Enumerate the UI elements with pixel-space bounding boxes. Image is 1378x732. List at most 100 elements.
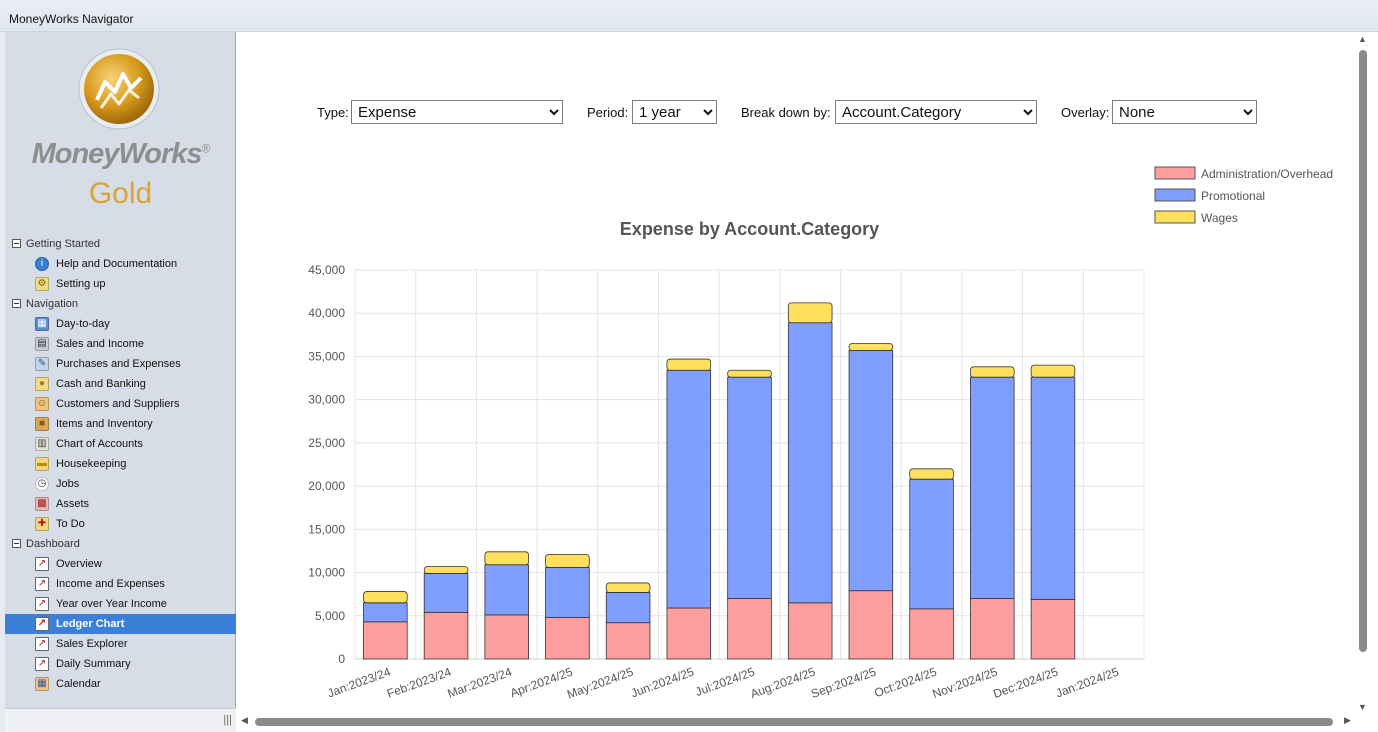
bar-segment bbox=[1030, 364, 1076, 378]
sidebar-item-label: Assets bbox=[56, 498, 90, 510]
bar-segment bbox=[605, 582, 651, 593]
sidebar-item-label: Day-to-day bbox=[56, 318, 110, 330]
x-tick-label: May:2024/25 bbox=[565, 665, 635, 702]
period-label: Period: bbox=[587, 105, 629, 120]
sidebar-item-label: Jobs bbox=[56, 478, 80, 490]
sidebar-item-day-to-day[interactable]: ▦ Day-to-day bbox=[5, 314, 236, 334]
bar-segment bbox=[484, 614, 529, 660]
y-tick-label: 10,000 bbox=[308, 566, 345, 580]
line-chart-icon: ↗ bbox=[35, 617, 49, 631]
book-icon: ▥ bbox=[35, 437, 49, 451]
y-tick-label: 45,000 bbox=[308, 263, 345, 277]
y-tick-label: 20,000 bbox=[308, 479, 345, 493]
scroll-down-icon[interactable]: ▼ bbox=[1358, 702, 1367, 712]
vertical-scroll-thumb[interactable] bbox=[1359, 50, 1367, 652]
x-tick-label: Feb:2023/24 bbox=[385, 665, 453, 701]
type-label: Type: bbox=[317, 105, 349, 120]
line-chart-icon: ↗ bbox=[35, 557, 49, 571]
window-border bbox=[0, 32, 5, 732]
sidebar-item-label: Cash and Banking bbox=[56, 378, 146, 390]
sidebar-item-assets[interactable]: ▩ Assets bbox=[5, 494, 236, 514]
bar-segment bbox=[727, 369, 772, 378]
sidebar-item-items-and-inventory[interactable]: ■ Items and Inventory bbox=[5, 414, 236, 434]
bar-segment bbox=[848, 343, 894, 351]
period-select[interactable]: 1 year bbox=[632, 100, 717, 124]
sidebar-item-label: Year over Year Income bbox=[56, 598, 167, 610]
overlay-select[interactable]: None bbox=[1112, 100, 1257, 124]
bar-segment bbox=[363, 591, 408, 604]
tree-group-dashboard[interactable]: Dashboard bbox=[5, 534, 236, 554]
sidebar-item-chart-of-accounts[interactable]: ▥ Chart of Accounts bbox=[5, 434, 236, 454]
sidebar-item-setting-up[interactable]: ⚙ Setting up bbox=[5, 274, 236, 294]
breakdown-select[interactable]: Account.Category bbox=[835, 100, 1037, 124]
horizontal-scrollbar[interactable]: ◀ ▶ bbox=[237, 713, 1355, 730]
x-tick-label: Apr:2024/25 bbox=[508, 665, 575, 701]
scroll-up-icon[interactable]: ▲ bbox=[1358, 34, 1367, 44]
collapse-toggle-icon[interactable] bbox=[12, 239, 21, 248]
sidebar-item-label: Items and Inventory bbox=[56, 418, 153, 430]
y-tick-label: 25,000 bbox=[308, 436, 345, 450]
sidebar-item-label: Ledger Chart bbox=[56, 618, 125, 630]
scroll-right-icon[interactable]: ▶ bbox=[1344, 715, 1351, 725]
tree-group-getting-started[interactable]: Getting Started bbox=[5, 234, 236, 254]
bar-segment bbox=[423, 611, 469, 660]
bar-segment bbox=[605, 592, 651, 624]
sidebar-item-overview[interactable]: ↗ Overview bbox=[5, 554, 236, 574]
brand-name: MoneyWorks® bbox=[31, 138, 211, 170]
sidebar-item-purchases-and-expenses[interactable]: ✎ Purchases and Expenses bbox=[5, 354, 236, 374]
edition-name: Gold bbox=[88, 177, 153, 210]
collapse-toggle-icon[interactable] bbox=[12, 299, 21, 308]
legend-swatch bbox=[1154, 188, 1196, 202]
sidebar-item-calendar[interactable]: ▦ Calendar bbox=[5, 674, 236, 694]
scroll-left-icon[interactable]: ◀ bbox=[241, 715, 248, 725]
pen-icon: ✎ bbox=[35, 357, 49, 371]
sidebar-item-daily-summary[interactable]: ↗ Daily Summary bbox=[5, 654, 236, 674]
sidebar-item-customers-and-suppliers[interactable]: ☺ Customers and Suppliers bbox=[5, 394, 236, 414]
bar-segment bbox=[545, 554, 590, 568]
y-tick-label: 15,000 bbox=[308, 522, 345, 536]
sidebar-item-label: Daily Summary bbox=[56, 658, 131, 670]
bar-segment bbox=[970, 598, 1015, 660]
sidebar-item-sales-explorer[interactable]: ↗ Sales Explorer bbox=[5, 634, 236, 654]
type-select[interactable]: Expense bbox=[351, 100, 563, 124]
tree-group-navigation[interactable]: Navigation bbox=[5, 294, 236, 314]
sidebar-item-income-and-expenses[interactable]: ↗ Income and Expenses bbox=[5, 574, 236, 594]
sidebar-item-housekeeping[interactable]: ▬ Housekeeping bbox=[5, 454, 236, 474]
line-chart-icon: ↗ bbox=[35, 597, 49, 611]
people-icon: ☺ bbox=[35, 397, 49, 411]
legend-label: Promotional bbox=[1201, 189, 1265, 203]
y-tick-label: 40,000 bbox=[308, 306, 345, 320]
line-chart-icon: ↗ bbox=[35, 577, 49, 591]
bar-segment bbox=[909, 608, 954, 660]
collapse-toggle-icon[interactable] bbox=[12, 539, 21, 548]
sidebar-item-label: Customers and Suppliers bbox=[56, 398, 180, 410]
sidebar-item-help-and-documentation[interactable]: i Help and Documentation bbox=[5, 254, 236, 274]
y-tick-label: 35,000 bbox=[308, 349, 345, 363]
legend-swatch bbox=[1154, 166, 1196, 180]
horizontal-scroll-thumb[interactable] bbox=[255, 718, 1333, 726]
bar-segment bbox=[605, 622, 651, 660]
legend-label: Wages bbox=[1201, 211, 1238, 225]
sidebar-item-sales-and-income[interactable]: ▤ Sales and Income bbox=[5, 334, 236, 354]
sidebar-item-label: Help and Documentation bbox=[56, 258, 178, 270]
sidebar-item-ledger-chart[interactable]: ↗ Ledger Chart bbox=[5, 614, 236, 634]
bar-segment bbox=[666, 607, 712, 660]
sidebar-item-label: Sales and Income bbox=[56, 338, 145, 350]
bar-segment bbox=[787, 602, 833, 660]
bar-segment bbox=[1030, 598, 1076, 660]
sidebar-item-label: Calendar bbox=[56, 678, 101, 690]
sidebar-item-cash-and-banking[interactable]: ● Cash and Banking bbox=[5, 374, 236, 394]
sidebar-item-to-do[interactable]: ✚ To Do bbox=[5, 514, 236, 534]
tree-group-label: Dashboard bbox=[26, 538, 80, 550]
resize-grip-icon[interactable]: ||| bbox=[223, 714, 232, 726]
vertical-scrollbar[interactable]: ▲ ▼ bbox=[1355, 32, 1372, 715]
y-tick-label: 30,000 bbox=[308, 393, 345, 407]
sidebar-footer: ||| bbox=[5, 708, 236, 732]
breakdown-label: Break down by: bbox=[741, 105, 831, 120]
sidebar-item-jobs[interactable]: ◷ Jobs bbox=[5, 474, 236, 494]
tree-group-label: Getting Started bbox=[26, 238, 100, 250]
sidebar-item-label: Setting up bbox=[56, 278, 106, 290]
sidebar-item-year-over-year-income[interactable]: ↗ Year over Year Income bbox=[5, 594, 236, 614]
line-chart-icon: ↗ bbox=[35, 657, 49, 671]
x-tick-label: Jan:2023/24 bbox=[326, 665, 393, 701]
